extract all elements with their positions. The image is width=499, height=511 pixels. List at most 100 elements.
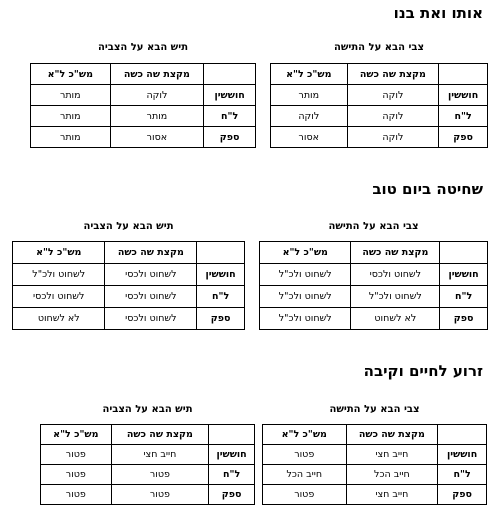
table-row: ספק אסור מותר (30, 126, 256, 148)
row-label: חוששין (203, 84, 256, 106)
table-row: ספק חייב חצי פטור (262, 484, 487, 505)
table-row: ספק פטור פטור (40, 484, 255, 505)
table-cell: לשחוט ולכ"ל (258, 285, 352, 308)
table-tzvi-al-tisha: מקצת שה כשה מש"כ ל"א חוששין לשחוט ולכסי … (258, 241, 488, 330)
table-cell: אסור (109, 126, 205, 148)
row-label: חוששין (439, 263, 488, 286)
table-header-row: מקצת שה כשה מש"כ ל"א (40, 424, 255, 445)
table-cell: לא לשחוט (350, 307, 441, 330)
table-cell: מותר (30, 105, 111, 127)
table-cell: לשחוט ולכסי (104, 307, 198, 330)
row-label: ספק (196, 307, 245, 330)
table-row: חוששין חייב חצי פטור (40, 444, 255, 465)
table-caption-tish-al-tzviya: תיש הבא על הצביה (97, 42, 189, 53)
table-row: ספק לוקה אסור (270, 126, 488, 148)
row-label: ל"ח (196, 285, 245, 308)
table-cell: לשחוט ולכסי (11, 285, 106, 308)
header-cell-miktzat-seh: מקצת שה כשה (104, 241, 198, 264)
table-header-row: מקצת שה כשה מש"כ ל"א (270, 63, 488, 85)
table-row: חוששין חייב חצי פטור (262, 444, 487, 465)
row-label: ספק (437, 484, 487, 505)
row-label: ספק (438, 126, 488, 148)
table-caption-tish-al-tzviya: תיש הבא על הצביה (83, 221, 174, 232)
table-row: ל"ח פטור פטור (40, 464, 255, 485)
header-cell-mishum-la: מש"כ ל"א (270, 63, 348, 85)
row-label: ל"ח (203, 105, 256, 127)
header-cell-mishum-la: מש"כ ל"א (258, 241, 352, 264)
table-cell: חייב חצי (345, 484, 439, 505)
table-row: ל"ח לוקה לוקה (270, 105, 488, 127)
table-cell: מותר (270, 84, 348, 106)
table-cell: לשחוט ולכסי (104, 263, 198, 286)
row-label: חוששין (437, 444, 487, 465)
table-caption-tish-al-tzviya: תיש הבא על הצביה (102, 404, 193, 415)
table-row: חוששין לשחוט ולכסי לשחוט ולכ"ל (11, 263, 245, 286)
table-caption-tzvi-al-tisha: צבי הבא על התישה (328, 221, 419, 232)
table-caption-tzvi-al-tisha: צבי הבא על התישה (329, 404, 420, 415)
table-cell: מותר (109, 105, 205, 127)
table-cell: לוקה (346, 126, 440, 148)
table-tish-al-tzviya: מקצת שה כשה מש"כ ל"א חוששין לשחוט ולכסי … (11, 241, 245, 330)
table-cell: לשחוט ולכסי (104, 285, 198, 308)
table-row: ל"ח לשחוט ולכ"ל לשחוט ולכ"ל (258, 285, 488, 308)
table-header-row: מקצת שה כשה מש"כ ל"א (258, 241, 488, 264)
section-title-oto-veet-bno: אותו ואת בנו (393, 4, 483, 22)
table-cell: לוקה (346, 105, 440, 127)
table-cell: לוקה (109, 84, 205, 106)
header-cell-empty (203, 63, 256, 85)
row-label: חוששין (438, 84, 488, 106)
table-cell: לשחוט ולכ"ל (258, 307, 352, 330)
row-label: ל"ח (208, 464, 255, 485)
header-cell-mishum-la: מש"כ ל"א (11, 241, 106, 264)
table-tish-al-tzviya: מקצת שה כשה מש"כ ל"א חוששין לוקה מותר ל"… (30, 63, 256, 148)
header-cell-miktzat-seh: מקצת שה כשה (109, 63, 205, 85)
table-header-row: מקצת שה כשה מש"כ ל"א (262, 424, 487, 445)
header-cell-empty (196, 241, 245, 264)
table-cell: מותר (30, 84, 111, 106)
table-tish-al-tzviya: מקצת שה כשה מש"כ ל"א חוששין חייב חצי פטו… (40, 424, 255, 505)
table-cell: לוקה (270, 105, 348, 127)
row-label: ל"ח (437, 464, 487, 485)
header-cell-empty (439, 241, 488, 264)
table-cell: חייב הכל (345, 464, 439, 485)
table-cell: חייב הכל (262, 464, 347, 485)
table-tzvi-al-tisha: מקצת שה כשה מש"כ ל"א חוששין לוקה מותר ל"… (270, 63, 488, 148)
table-cell: לשחוט ולכסי (350, 263, 441, 286)
row-label: חוששין (196, 263, 245, 286)
table-cell: פטור (262, 444, 347, 465)
table-cell: לא לשחוט (11, 307, 106, 330)
table-tzvi-al-tisha: מקצת שה כשה מש"כ ל"א חוששין חייב חצי פטו… (262, 424, 487, 505)
header-cell-miktzat-seh: מקצת שה כשה (110, 424, 210, 445)
header-cell-miktzat-seh: מקצת שה כשה (350, 241, 441, 264)
section-title-zroa-lechayayim-vekeiva: זרוע לחיים וקיבה (363, 362, 483, 380)
header-cell-empty (438, 63, 488, 85)
row-label: ספק (203, 126, 256, 148)
row-label: ל"ח (439, 285, 488, 308)
table-row: ל"ח חייב הכל חייב הכל (262, 464, 487, 485)
header-cell-mishum-la: מש"כ ל"א (262, 424, 347, 445)
table-cell: פטור (262, 484, 347, 505)
table-cell: פטור (110, 484, 210, 505)
table-row: ל"ח לשחוט ולכסי לשחוט ולכסי (11, 285, 245, 308)
table-cell: פטור (40, 464, 112, 485)
table-cell: חייב חצי (345, 444, 439, 465)
table-row: ספק לא לשחוט לשחוט ולכ"ל (258, 307, 488, 330)
table-row: חוששין לשחוט ולכסי לשחוט ולכ"ל (258, 263, 488, 286)
table-header-row: מקצת שה כשה מש"כ ל"א (30, 63, 256, 85)
table-cell: לוקה (346, 84, 440, 106)
table-header-row: מקצת שה כשה מש"כ ל"א (11, 241, 245, 264)
table-cell: לשחוט ולכ"ל (350, 285, 441, 308)
header-cell-mishum-la: מש"כ ל"א (40, 424, 112, 445)
table-cell: פטור (110, 464, 210, 485)
header-cell-empty (208, 424, 255, 445)
table-row: חוששין לוקה מותר (30, 84, 256, 106)
table-cell: פטור (40, 444, 112, 465)
header-cell-empty (437, 424, 487, 445)
table-cell: חייב חצי (110, 444, 210, 465)
row-label: ל"ח (438, 105, 488, 127)
table-row: חוששין לוקה מותר (270, 84, 488, 106)
header-cell-miktzat-seh: מקצת שה כשה (345, 424, 439, 445)
table-row: ספק לשחוט ולכסי לא לשחוט (11, 307, 245, 330)
row-label: ספק (439, 307, 488, 330)
table-caption-tzvi-al-tisha: צבי הבא על התישה (333, 42, 425, 53)
